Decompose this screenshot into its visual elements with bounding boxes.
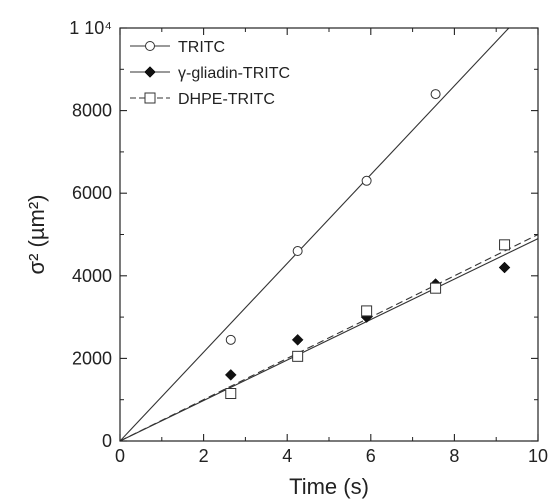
plot-frame	[119, 27, 539, 442]
legend-label-3: DHPE-TRITC	[178, 91, 275, 108]
data-point-s1-1	[225, 334, 236, 345]
x-tick-label-0: 0	[115, 446, 125, 466]
fit-line-2	[120, 238, 538, 441]
axes: 0 2 4 6 8 10 0 2000 4000 6000 8000 1 10⁴ Time (s) σ² …	[24, 18, 548, 499]
legend-label-1: TRITC	[178, 39, 225, 56]
y-tick-label-2: 4000	[72, 266, 112, 286]
y-tick-label-5: 1 10⁴	[69, 18, 112, 38]
legend: TRITC γ-gliadin-TRITC DHPE-TRITC	[130, 39, 290, 108]
data-point-s1-4	[430, 89, 441, 100]
data-point-s3-1	[225, 388, 237, 400]
x-tick-label-1: 2	[199, 446, 209, 466]
y-axis-title: σ² (µm²)	[24, 195, 49, 275]
legend-marker-1	[145, 41, 155, 51]
y-tick-label-0: 0	[102, 431, 112, 451]
data-points	[224, 89, 511, 400]
x-tick-label-2: 4	[282, 446, 292, 466]
fit-line-1	[120, 28, 510, 441]
data-point-s3-3	[361, 305, 373, 317]
legend-label-2: γ-gliadin-TRITC	[178, 65, 290, 82]
fit-line-3	[120, 234, 538, 441]
x-tick-label-3: 6	[366, 446, 376, 466]
legend-marker-3	[144, 92, 156, 104]
data-point-s2-2	[291, 333, 304, 346]
data-point-s1-2	[292, 246, 303, 257]
y-tick-label-1: 2000	[72, 348, 112, 368]
legend-marker-2	[144, 66, 156, 78]
y-tick-label-4: 8000	[72, 101, 112, 121]
data-point-s3-4	[430, 282, 442, 294]
x-tick-label-4: 8	[449, 446, 459, 466]
data-point-s2-5	[498, 261, 511, 274]
data-point-s3-2	[292, 350, 304, 362]
x-axis-title: Time (s)	[289, 474, 369, 499]
y-tick-label-3: 6000	[72, 183, 112, 203]
x-tick-label-5: 10	[528, 446, 548, 466]
data-point-s3-5	[499, 239, 511, 251]
data-point-s1-3	[361, 175, 372, 186]
data-point-s2-1	[224, 369, 237, 381]
fit-lines	[120, 28, 538, 441]
